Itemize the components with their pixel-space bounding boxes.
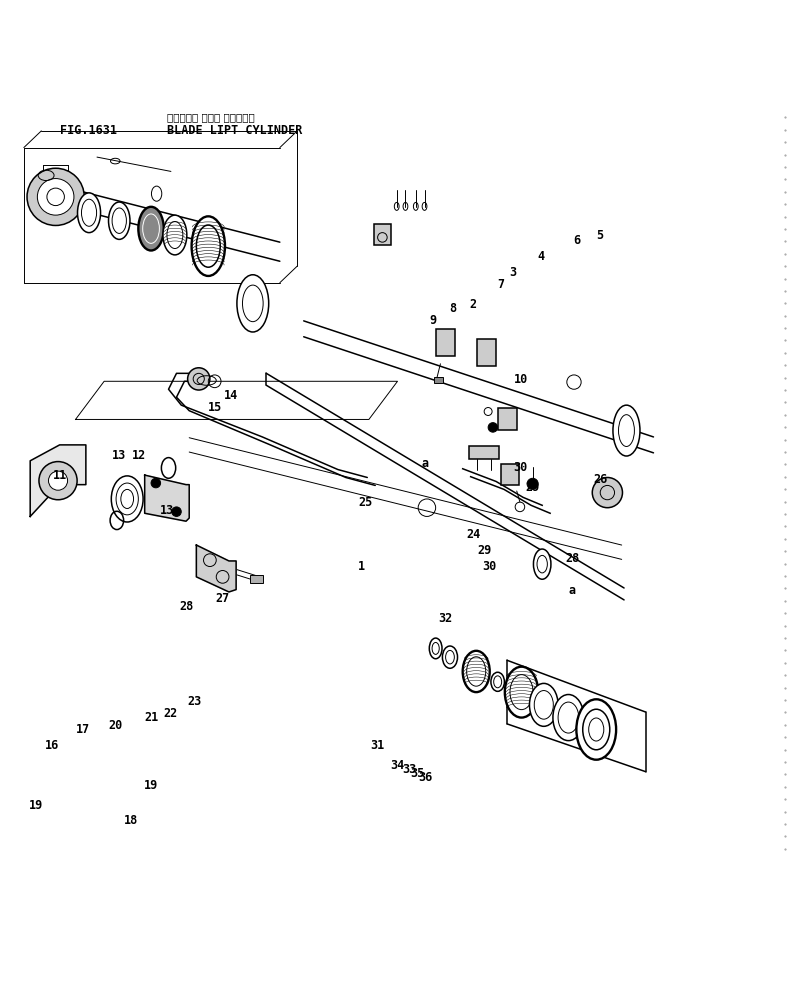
Circle shape (27, 168, 84, 226)
Polygon shape (507, 660, 646, 772)
Text: 30: 30 (514, 461, 528, 473)
Text: 16: 16 (45, 738, 59, 752)
Text: 23: 23 (188, 695, 202, 708)
Circle shape (151, 478, 161, 488)
Ellipse shape (237, 275, 269, 332)
Polygon shape (145, 475, 189, 521)
Text: 8: 8 (450, 301, 456, 314)
Text: 26: 26 (593, 472, 607, 485)
Text: 28: 28 (565, 552, 580, 565)
Text: 9: 9 (430, 313, 436, 327)
Circle shape (527, 478, 538, 489)
Bar (501, 464, 519, 485)
Text: 32: 32 (438, 612, 452, 625)
Polygon shape (30, 445, 86, 517)
Bar (469, 446, 499, 460)
Text: 36: 36 (418, 771, 432, 784)
Ellipse shape (111, 476, 143, 522)
Text: 29: 29 (525, 480, 540, 494)
Ellipse shape (553, 694, 584, 740)
Text: 27: 27 (215, 592, 230, 605)
Text: 35: 35 (410, 767, 425, 780)
Circle shape (592, 477, 622, 508)
Text: 3: 3 (510, 266, 516, 279)
Text: 2: 2 (470, 298, 476, 310)
Circle shape (37, 179, 74, 215)
Text: 13: 13 (160, 505, 174, 518)
Ellipse shape (505, 667, 538, 718)
Text: 11: 11 (52, 468, 67, 481)
Ellipse shape (108, 202, 130, 240)
Text: 14: 14 (223, 389, 238, 402)
Text: 30: 30 (482, 560, 496, 573)
Text: 25: 25 (359, 497, 373, 510)
Text: 34: 34 (390, 759, 405, 772)
Text: a: a (569, 584, 576, 597)
Ellipse shape (463, 651, 490, 692)
Text: 13: 13 (112, 449, 126, 462)
Text: FIG.1631: FIG.1631 (60, 124, 117, 136)
Bar (250, 575, 263, 583)
Ellipse shape (533, 549, 551, 579)
Text: 7: 7 (498, 278, 504, 291)
Text: 29: 29 (478, 544, 492, 557)
Text: 1: 1 (359, 560, 365, 573)
Text: 21: 21 (144, 711, 158, 724)
Ellipse shape (163, 215, 187, 255)
Ellipse shape (138, 207, 164, 250)
Polygon shape (196, 545, 236, 592)
Text: 22: 22 (164, 707, 178, 720)
Text: 10: 10 (514, 373, 528, 386)
Text: 31: 31 (370, 738, 385, 752)
Bar (436, 329, 455, 355)
Text: 6: 6 (573, 234, 580, 247)
Circle shape (188, 368, 210, 390)
Text: a: a (422, 457, 429, 469)
Ellipse shape (192, 216, 225, 276)
Text: 24: 24 (466, 528, 480, 541)
Circle shape (172, 507, 181, 517)
Ellipse shape (613, 406, 640, 456)
Text: 4: 4 (537, 250, 544, 263)
Text: 12: 12 (132, 449, 146, 462)
Text: 5: 5 (597, 229, 603, 242)
Bar (374, 224, 391, 245)
Ellipse shape (77, 192, 100, 233)
Bar (434, 377, 443, 383)
Text: 18: 18 (124, 814, 138, 828)
Bar (477, 339, 496, 366)
Text: 19: 19 (144, 779, 158, 791)
Text: 17: 17 (76, 723, 91, 736)
Text: 28: 28 (180, 600, 194, 613)
Ellipse shape (529, 683, 558, 727)
Ellipse shape (576, 699, 616, 760)
Text: 19: 19 (29, 798, 43, 811)
Circle shape (48, 471, 68, 490)
Text: 33: 33 (402, 763, 417, 776)
Circle shape (488, 422, 498, 432)
Bar (498, 409, 517, 430)
Text: BLADE LIPT CYLINDER: BLADE LIPT CYLINDER (167, 124, 302, 136)
Circle shape (39, 462, 77, 500)
Text: ブレードゞ リフト シリンダゞ: ブレードゞ リフト シリンダゞ (167, 112, 254, 122)
Text: 20: 20 (108, 719, 122, 732)
Text: 15: 15 (207, 401, 222, 414)
